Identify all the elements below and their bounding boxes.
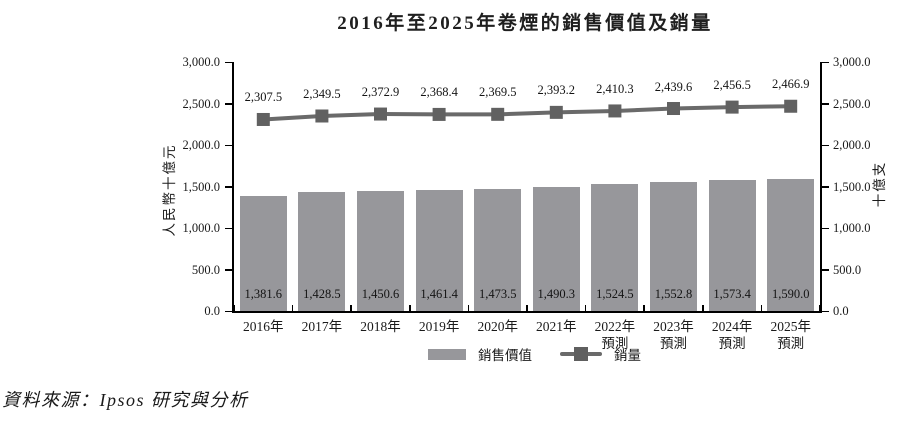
line-value-label: 2,456.5 (713, 78, 751, 93)
bar-2016年 (239, 196, 287, 311)
y-axis-tick-right (820, 61, 829, 63)
bar-value-label: 1,450.6 (361, 287, 400, 301)
legend-item-sales-value: 銷售價值 (428, 344, 532, 364)
bar-value-label: 1,381.6 (244, 287, 283, 301)
bar-2024年 (708, 180, 756, 311)
x-axis-label-2016年: 2016年 (243, 319, 284, 334)
line-value-label: 2,368.4 (420, 85, 458, 100)
y-axis-tick-label-right: 2,500.0 (833, 96, 871, 111)
x-axis-tick (350, 305, 352, 313)
y-axis-tick-label-right: 3,000.0 (833, 55, 871, 69)
source-note: 資料來源：Ipsos 研究與分析 (2, 390, 249, 410)
x-axis-tick (409, 305, 411, 313)
chart-title: 2016年至2025年卷煙的銷售價值及銷量 (337, 13, 713, 34)
y-axis-tick-label-left: 2,000.0 (182, 138, 221, 152)
bar-value-label: 1,473.5 (478, 287, 517, 301)
bar-2018年 (357, 190, 404, 311)
y-axis-tick-left (225, 103, 234, 105)
x-axis-tick (643, 305, 645, 313)
x-axis-tick (702, 305, 704, 313)
y-axis-tick-label-left: 1,500.0 (182, 179, 221, 194)
line-value-label: 2,410.3 (596, 81, 634, 96)
x-axis-label-2023年: 2023年 預測 (653, 319, 694, 351)
x-axis-label-2020年: 2020年 (477, 319, 518, 334)
legend-label-sales-value: 銷售價值 (478, 348, 532, 363)
x-axis-tick (584, 305, 587, 313)
bar-value-label: 1,573.4 (713, 287, 751, 301)
y-axis-tick-label-left: 500.0 (191, 262, 220, 277)
chart-legend: 銷售價值 銷量 (428, 344, 641, 364)
y-axis-tick-label-left: 1,000.0 (182, 221, 221, 235)
x-axis-tick (291, 305, 294, 313)
x-axis-label-2019年: 2019年 (418, 319, 460, 334)
x-axis-tick (760, 305, 763, 313)
line-value-label: 2,372.9 (361, 85, 400, 100)
x-axis-label-2021年: 2021年 (536, 319, 577, 334)
x-axis-tick (526, 305, 528, 313)
line-series-swatch (560, 347, 602, 361)
y-axis-tick-right (820, 269, 829, 271)
line-value-label: 2,439.6 (654, 79, 693, 94)
y-axis-tick-right (820, 144, 829, 146)
x-axis-tick (233, 305, 235, 313)
bar-value-label: 1,524.5 (596, 287, 634, 301)
y-axis-tick-left (225, 227, 234, 229)
bar-value-label: 1,590.0 (771, 287, 810, 301)
y-axis-tick-right (820, 103, 829, 105)
line-value-label: 2,307.5 (244, 90, 283, 105)
x-axis-label-2022年: 2022年 預測 (594, 319, 636, 351)
bar-2023年 (650, 182, 697, 311)
legend-label-sales-volume: 銷量 (614, 348, 641, 363)
y-axis-tick-label-right: 0.0 (833, 304, 849, 318)
bar-2020年 (474, 188, 522, 311)
bar-value-label: 1,552.8 (654, 287, 693, 301)
y-axis-tick-left (225, 61, 234, 63)
x-axis-tick (819, 305, 821, 313)
y-axis-tick-label-right: 1,500.0 (833, 179, 871, 194)
y-axis-tick-label-left: 0.0 (204, 304, 220, 318)
x-axis-label-2017年: 2017年 (301, 319, 343, 334)
bar-2019年 (415, 189, 463, 311)
bar-2025年 (767, 179, 815, 311)
y-axis-tick-label-right: 2,000.0 (833, 138, 871, 152)
x-axis-label-2024年: 2024年 預測 (711, 319, 753, 351)
y-axis-tick-label-right: 1,000.0 (833, 221, 871, 235)
x-axis-label-2025年: 2025年 預測 (770, 319, 811, 351)
y-axis-tick-label-left: 2,500.0 (182, 96, 221, 111)
x-axis-tick (467, 305, 470, 313)
line-series-sales-volume (256, 99, 798, 126)
y-axis-tick-label-left: 3,000.0 (182, 55, 221, 69)
line-value-label: 2,393.2 (537, 83, 576, 98)
y-axis-tick-left (225, 310, 234, 312)
y-axis-tick-left (225, 144, 234, 146)
line-value-label: 2,349.5 (303, 86, 341, 101)
bar-value-label: 1,490.3 (537, 287, 576, 301)
line-value-label: 2,369.5 (478, 85, 517, 100)
bar-2021年 (532, 187, 580, 311)
bar-2017年 (298, 192, 346, 311)
bar-value-label: 1,461.4 (420, 287, 458, 301)
x-axis-label-2018年: 2018年 (360, 319, 401, 334)
bar-2022年 (591, 184, 639, 311)
y-axis-tick-right (820, 227, 829, 229)
line-value-label: 2,466.9 (771, 77, 810, 92)
y-axis-tick-left (225, 269, 234, 271)
y-axis-tick-label-right: 500.0 (833, 262, 862, 277)
plot-area: 0.0 0.0 500.0 500.0 1,000.0 1,000.0 1,500.0 1,5… (183, 55, 871, 351)
legend-item-sales-volume: 銷量 (560, 344, 641, 364)
bar-series-swatch (428, 348, 466, 360)
y-axis-tick-right (820, 310, 829, 312)
y-axis-tick-left (225, 186, 234, 188)
bar-value-label: 1,428.5 (303, 287, 341, 301)
y-axis-tick-right (820, 186, 829, 188)
